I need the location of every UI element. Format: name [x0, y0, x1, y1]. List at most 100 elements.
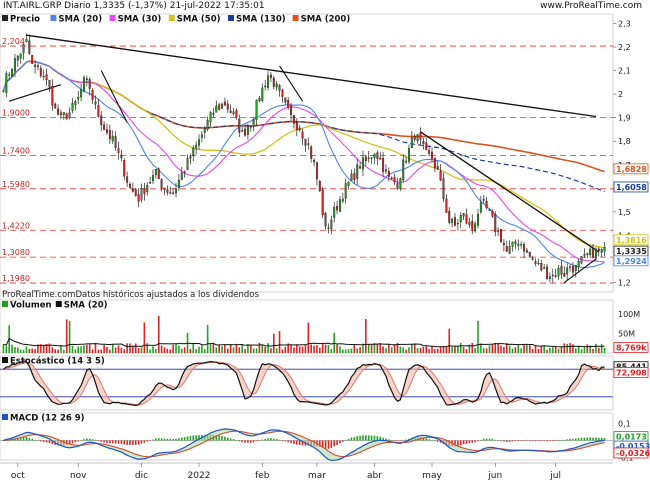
macd-histogram-bar — [146, 440, 149, 442]
price-candle — [71, 103, 74, 111]
legend-swatch — [292, 15, 299, 21]
price-candle — [51, 86, 54, 106]
volume-bar — [195, 349, 197, 353]
price-candle — [563, 272, 566, 277]
price-candle — [200, 134, 203, 138]
price-candle — [361, 157, 364, 170]
volume-bar — [336, 344, 338, 353]
volume-bar — [396, 342, 399, 353]
y-tick-label: 1,2 — [618, 279, 631, 288]
y-tick-label: 2,3 — [618, 19, 631, 28]
x-tick-label: dic — [135, 471, 148, 481]
price-candle — [525, 249, 528, 253]
volume-bar — [434, 349, 436, 353]
macd-histogram-bar — [261, 439, 264, 441]
price-candle — [229, 110, 232, 113]
macd-histogram-bar — [385, 438, 387, 441]
price-candle — [364, 156, 367, 162]
price-candle — [163, 187, 166, 190]
price-candle — [54, 103, 57, 109]
macd-panel: MACD (12 26 9)0,10-0,10,0173-0,0153-0,03… — [0, 412, 650, 462]
volume-bar — [31, 348, 33, 353]
trendline-short — [420, 131, 600, 253]
volume-bar — [247, 344, 249, 353]
volume-bar — [14, 347, 16, 353]
price-candle — [589, 248, 592, 256]
volume-bar — [342, 349, 344, 353]
price-candle — [502, 242, 505, 246]
price-candle — [195, 144, 198, 149]
price-candle — [367, 157, 370, 159]
macd-histogram-bar — [77, 440, 80, 442]
volume-bar — [485, 348, 488, 353]
price-candle — [82, 77, 85, 92]
trendline-jul — [563, 258, 597, 284]
volume-bar — [40, 344, 42, 353]
price-candle — [100, 115, 103, 126]
volume-bar — [399, 346, 402, 353]
volume-bar — [298, 346, 301, 353]
macd-histogram-bar — [459, 440, 462, 446]
price-candle — [554, 275, 557, 277]
macd-histogram-bar — [129, 440, 131, 446]
price-candle — [583, 253, 586, 256]
x-tick-label: 2022 — [188, 471, 211, 481]
volume-bar — [238, 347, 241, 353]
macd-histogram-bar — [359, 435, 361, 441]
volume-bar — [172, 344, 174, 353]
macd-histogram-bar — [347, 438, 350, 441]
price-candle — [16, 55, 19, 61]
price-candle — [143, 188, 146, 194]
volume-bar — [54, 349, 57, 353]
macd-badge-label: 0,0173 — [616, 433, 647, 442]
macd-histogram-bar — [301, 440, 304, 446]
volume-bar — [114, 347, 117, 353]
price-candle — [439, 170, 442, 181]
volume-bar — [319, 347, 321, 353]
macd-histogram-bar — [273, 438, 275, 441]
macd-histogram-bar — [436, 440, 439, 442]
volume-bar — [520, 348, 522, 353]
x-tick-label: nov — [70, 471, 87, 481]
volume-bar — [413, 343, 416, 353]
price-candle — [140, 188, 143, 201]
volume-bar — [149, 349, 151, 353]
macd-histogram-bar — [180, 437, 183, 441]
macd-histogram-bar — [537, 440, 540, 442]
macd-histogram-bar — [247, 440, 249, 443]
price-candle — [11, 69, 14, 77]
price-candle — [546, 266, 549, 279]
price-candle — [8, 74, 11, 76]
volume-bar — [264, 346, 266, 353]
macd-histogram-bar — [505, 440, 508, 442]
volume-bar — [252, 348, 255, 353]
price-candle — [382, 158, 385, 172]
macd-badge-label: -0,0153 — [616, 442, 650, 451]
macd-histogram-bar — [109, 440, 111, 444]
volume-bar — [261, 345, 264, 353]
volume-bar — [169, 349, 172, 353]
macd-histogram-bar — [324, 440, 327, 449]
price-badge-label: 1,3816 — [616, 236, 647, 245]
price-candle — [287, 100, 290, 108]
macd-histogram-bar — [482, 438, 485, 441]
macd-histogram-bar — [566, 439, 568, 441]
volume-bar — [235, 343, 238, 353]
price-candle — [465, 214, 468, 224]
volume-bar — [367, 343, 370, 353]
macd-histogram-bar — [186, 436, 189, 441]
macd-histogram-bar — [103, 440, 105, 443]
volume-bar — [60, 345, 62, 353]
volume-bar — [281, 349, 284, 353]
volume-bar — [249, 344, 252, 353]
volume-bar — [126, 343, 128, 353]
price-candle — [134, 189, 137, 196]
trendline-long — [26, 34, 597, 118]
volume-bar — [557, 348, 560, 353]
volume-bar — [503, 346, 505, 353]
macd-histogram-bar — [284, 440, 287, 442]
price-candle — [405, 160, 408, 163]
price-candle — [269, 74, 272, 78]
macd-line — [3, 428, 605, 462]
